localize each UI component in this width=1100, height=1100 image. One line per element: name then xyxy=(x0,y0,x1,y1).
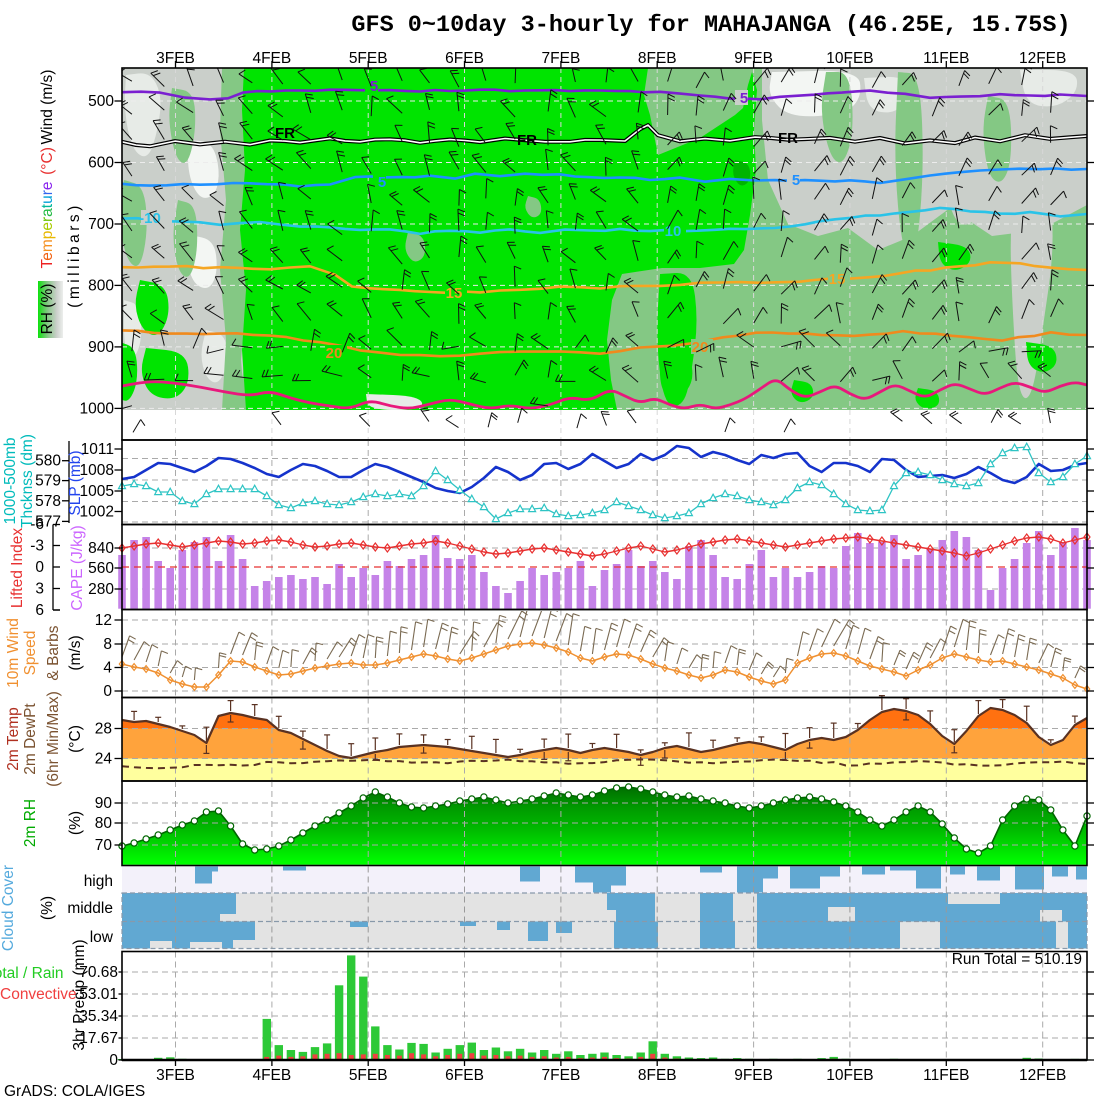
svg-text:low: low xyxy=(90,929,114,946)
svg-text:(6hr Min/Max): (6hr Min/Max) xyxy=(45,691,62,787)
svg-text:12FEB: 12FEB xyxy=(1019,1067,1066,1084)
svg-text:Lifted Index: Lifted Index xyxy=(9,528,26,608)
svg-text:3hr Precip (mm): 3hr Precip (mm) xyxy=(71,939,88,1050)
svg-text:8FEB: 8FEB xyxy=(638,50,677,67)
svg-text:1002: 1002 xyxy=(80,504,114,521)
svg-text:0: 0 xyxy=(103,683,112,700)
svg-text:12: 12 xyxy=(95,612,112,629)
svg-text:SLP (mb): SLP (mb) xyxy=(67,450,84,515)
svg-text:11FEB: 11FEB xyxy=(923,1067,969,1084)
svg-text:Cloud Cover: Cloud Cover xyxy=(0,865,17,951)
svg-text:12FEB: 12FEB xyxy=(1019,50,1066,67)
svg-text:4FEB: 4FEB xyxy=(252,1067,291,1084)
svg-text:-10: -10 xyxy=(139,210,161,227)
svg-text:2m RH: 2m RH xyxy=(22,799,39,847)
svg-text:Convective: Convective xyxy=(0,986,77,1003)
svg-text:GFS 0~10day 3-hourly for MAHAJ: GFS 0~10day 3-hourly for MAHAJANGA (46.2… xyxy=(351,12,1070,39)
svg-text:578: 578 xyxy=(35,493,61,510)
svg-text:17.67: 17.67 xyxy=(79,1030,118,1047)
svg-text:8FEB: 8FEB xyxy=(638,1067,677,1084)
svg-text:1000-500mb: 1000-500mb xyxy=(2,437,19,524)
svg-text:280: 280 xyxy=(88,581,114,598)
svg-text:10FEB: 10FEB xyxy=(826,1067,873,1084)
svg-text:900: 900 xyxy=(88,339,114,356)
svg-text:7FEB: 7FEB xyxy=(542,50,581,67)
svg-text:Total / Rain: Total / Rain xyxy=(0,965,64,982)
svg-text:7FEB: 7FEB xyxy=(542,1067,581,1084)
svg-text:35.34: 35.34 xyxy=(79,1008,118,1025)
svg-text:20: 20 xyxy=(326,345,343,362)
svg-text:6FEB: 6FEB xyxy=(445,50,484,67)
svg-text:GrADS: COLA/IGES: GrADS: COLA/IGES xyxy=(4,1083,145,1100)
svg-text:-6: -6 xyxy=(30,516,44,533)
svg-text:0: 0 xyxy=(109,1052,118,1069)
svg-text:10FEB: 10FEB xyxy=(826,50,873,67)
svg-text:600: 600 xyxy=(88,154,114,171)
svg-text:28: 28 xyxy=(95,721,112,738)
svg-text:(m/s): (m/s) xyxy=(67,635,84,670)
svg-text:3FEB: 3FEB xyxy=(156,1067,195,1084)
svg-text:80: 80 xyxy=(95,815,113,832)
svg-text:& Barbs: & Barbs xyxy=(45,625,62,680)
svg-text:high: high xyxy=(84,873,113,890)
svg-text:5FEB: 5FEB xyxy=(349,1067,388,1084)
svg-text:500: 500 xyxy=(88,93,114,110)
svg-text:11FEB: 11FEB xyxy=(923,50,969,67)
svg-text:3: 3 xyxy=(35,581,44,598)
svg-text:Temperature: Temperature xyxy=(39,181,56,268)
svg-text:-3: -3 xyxy=(30,538,44,555)
svg-text:10: 10 xyxy=(665,223,682,240)
svg-text:(millibars): (millibars) xyxy=(66,202,83,308)
svg-text:5: 5 xyxy=(370,78,378,95)
svg-text:Run Total = 510.19: Run Total = 510.19 xyxy=(952,951,1082,968)
svg-text:15: 15 xyxy=(446,285,463,302)
svg-text:70.68: 70.68 xyxy=(79,964,118,981)
svg-text:580: 580 xyxy=(35,453,61,470)
svg-text:(°C): (°C) xyxy=(67,725,84,753)
svg-text:3FEB: 3FEB xyxy=(156,50,195,67)
svg-text:CAPE (J/kg): CAPE (J/kg) xyxy=(69,525,86,610)
svg-text:70: 70 xyxy=(95,837,113,854)
svg-text:Speed: Speed xyxy=(22,631,39,676)
svg-text:5FEB: 5FEB xyxy=(349,50,388,67)
svg-text:579: 579 xyxy=(35,473,61,490)
svg-text:FR: FR xyxy=(517,132,537,149)
svg-text:800: 800 xyxy=(88,277,114,294)
svg-text:700: 700 xyxy=(88,216,114,233)
svg-text:FR: FR xyxy=(275,125,295,142)
svg-text:(%): (%) xyxy=(39,896,56,920)
svg-text:53.01: 53.01 xyxy=(79,986,118,1003)
svg-text:Thcknss (dm): Thcknss (dm) xyxy=(19,434,36,528)
svg-text:FR: FR xyxy=(778,130,798,147)
svg-text:24: 24 xyxy=(95,751,113,768)
svg-text:RH (%): RH (%) xyxy=(39,284,56,335)
svg-text:577: 577 xyxy=(35,513,61,530)
svg-text:6: 6 xyxy=(35,602,44,619)
svg-text:5: 5 xyxy=(740,90,748,107)
svg-text:(°C): (°C) xyxy=(39,147,56,175)
svg-text:Wind (m/s): Wind (m/s) xyxy=(39,70,56,145)
svg-text:1005: 1005 xyxy=(80,483,114,500)
svg-text:1000: 1000 xyxy=(80,400,115,417)
svg-text:9FEB: 9FEB xyxy=(734,50,773,67)
svg-text:9FEB: 9FEB xyxy=(734,1067,773,1084)
svg-text:20: 20 xyxy=(692,339,709,356)
svg-text:middle: middle xyxy=(67,900,113,917)
svg-text:8: 8 xyxy=(103,636,112,653)
svg-text:560: 560 xyxy=(88,560,114,577)
svg-text:5: 5 xyxy=(378,174,386,191)
svg-text:1011: 1011 xyxy=(81,441,114,458)
svg-text:2m Temp: 2m Temp xyxy=(5,707,22,770)
svg-text:1008: 1008 xyxy=(80,462,114,479)
svg-text:5: 5 xyxy=(792,172,800,189)
svg-text:10m Wind: 10m Wind xyxy=(5,618,22,688)
svg-text:840: 840 xyxy=(88,540,114,557)
svg-text:0: 0 xyxy=(35,559,44,576)
svg-text:4FEB: 4FEB xyxy=(252,50,291,67)
svg-text:4: 4 xyxy=(103,660,112,677)
svg-text:90: 90 xyxy=(95,795,113,812)
svg-text:6FEB: 6FEB xyxy=(445,1067,484,1084)
svg-text:2m DewPt: 2m DewPt xyxy=(22,703,39,775)
svg-text:(%): (%) xyxy=(67,811,84,835)
